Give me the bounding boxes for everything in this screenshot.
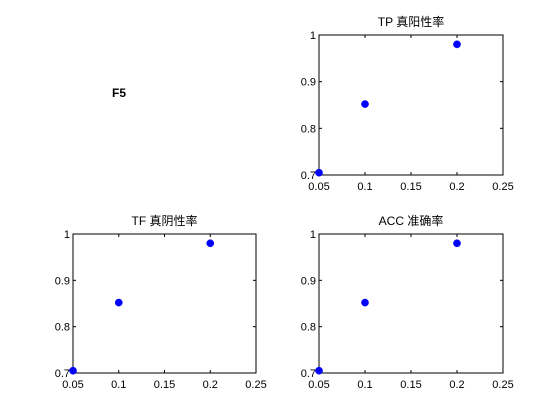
x-tick-label: 0.05	[308, 379, 329, 391]
y-tick-label: 0.8	[55, 322, 70, 334]
data-point	[361, 100, 369, 108]
y-tick-label: 1	[64, 229, 70, 241]
y-tick-label: 1	[310, 30, 316, 42]
plot-frame-tp	[318, 34, 504, 176]
x-tick-label: 0.15	[400, 181, 421, 193]
figure-label: F5	[112, 86, 126, 100]
x-tick-label: 0.15	[154, 379, 175, 391]
data-point	[69, 366, 77, 375]
axes-tf: TF 真阴性率 0.05 0.1 0.15 0.2 0.25 0.7 0.8 0.9 1	[55, 213, 267, 391]
data-point	[315, 168, 323, 177]
axes-tp: TP 真阳性率 0.05 0.1 0.15 0.2 0.25 0.7 0.8 0.9 1	[301, 14, 514, 193]
plot-frame-acc	[318, 233, 504, 374]
x-tick-label: 0.2	[449, 181, 464, 193]
chart-title-tp: TP 真阳性率	[378, 14, 444, 29]
x-tick-label: 0.2	[449, 379, 464, 391]
x-tick-label: 0.15	[400, 379, 421, 391]
data-point	[206, 239, 215, 248]
x-tick-label: 0.05	[62, 379, 83, 391]
chart-title-acc: ACC 准确率	[379, 213, 444, 228]
y-tick-label: 0.7	[55, 368, 70, 380]
x-tick-label: 0.05	[308, 181, 329, 193]
axes-acc: ACC 准确率 0.05 0.1 0.15 0.2 0.25 0.7 0.8 0.9 1	[301, 213, 514, 391]
y-tick-label: 0.7	[301, 170, 316, 182]
x-tick-label: 0.2	[203, 379, 218, 391]
data-point	[315, 366, 323, 375]
data-point	[453, 40, 461, 49]
y-tick-label: 0.9	[301, 275, 316, 287]
x-tick-label: 0.1	[357, 379, 372, 391]
y-tick-label: 0.8	[301, 123, 316, 135]
data-point	[361, 298, 369, 307]
data-point	[453, 239, 461, 248]
y-tick-label: 0.7	[301, 368, 316, 380]
y-tick-label: 1	[310, 229, 316, 241]
chart-title-tf: TF 真阴性率	[132, 213, 198, 228]
x-tick-label: 0.25	[492, 181, 513, 193]
x-tick-label: 0.25	[245, 379, 266, 391]
data-point	[114, 298, 123, 307]
y-tick-label: 0.9	[301, 77, 316, 89]
x-tick-label: 0.25	[492, 379, 513, 391]
x-tick-label: 0.1	[357, 181, 372, 193]
y-tick-label: 0.9	[55, 275, 70, 287]
x-tick-label: 0.1	[111, 379, 126, 391]
plot-frame-tf	[72, 233, 257, 374]
y-tick-label: 0.8	[301, 322, 316, 334]
